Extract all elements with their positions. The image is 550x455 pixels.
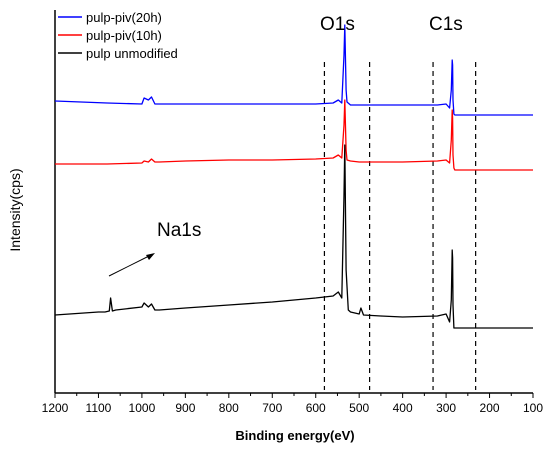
peak-label-o1s: O1s — [320, 14, 355, 35]
x-tick-label: 700 — [262, 401, 282, 415]
x-tick-label: 1200 — [42, 401, 69, 415]
legend: pulp-piv(20h) pulp-piv(10h) pulp unmodif… — [58, 10, 178, 61]
x-tick-label: 1000 — [129, 401, 156, 415]
x-axis-title: Binding energy(eV) — [235, 428, 354, 443]
x-tick-label: 400 — [393, 401, 413, 415]
peak-label-na1s: Na1s — [157, 220, 201, 241]
series-line-pulp-piv-20h- — [54, 24, 533, 116]
x-tick-label: 500 — [349, 401, 369, 415]
series-line-pulp-piv-10h- — [55, 99, 533, 171]
y-axis-title: Intensity(cps) — [7, 168, 23, 251]
x-tick-label: 1100 — [86, 401, 112, 415]
na1s-arrow — [108, 253, 155, 277]
x-tick-label: 900 — [175, 401, 195, 415]
x-tick-label: 300 — [436, 401, 456, 415]
x-tick-label: 200 — [480, 401, 500, 415]
legend-label-pulp-piv-20h: pulp-piv(20h) — [86, 10, 162, 25]
x-tick-label: 800 — [219, 401, 239, 415]
series-line-pulp-unmodified — [54, 144, 533, 329]
peak-label-c1s: C1s — [429, 14, 463, 35]
legend-label-pulp-piv-10h: pulp-piv(10h) — [86, 28, 162, 43]
x-tick-label: 600 — [306, 401, 326, 415]
series-layer — [54, 24, 533, 329]
plot-layer: 1200 1100 1000 900 800 700 600 500 400 300 200 100 — [42, 10, 543, 415]
legend-label-pulp-unmodified: pulp unmodified — [86, 46, 178, 61]
x-tick-label: 100 — [523, 401, 543, 415]
